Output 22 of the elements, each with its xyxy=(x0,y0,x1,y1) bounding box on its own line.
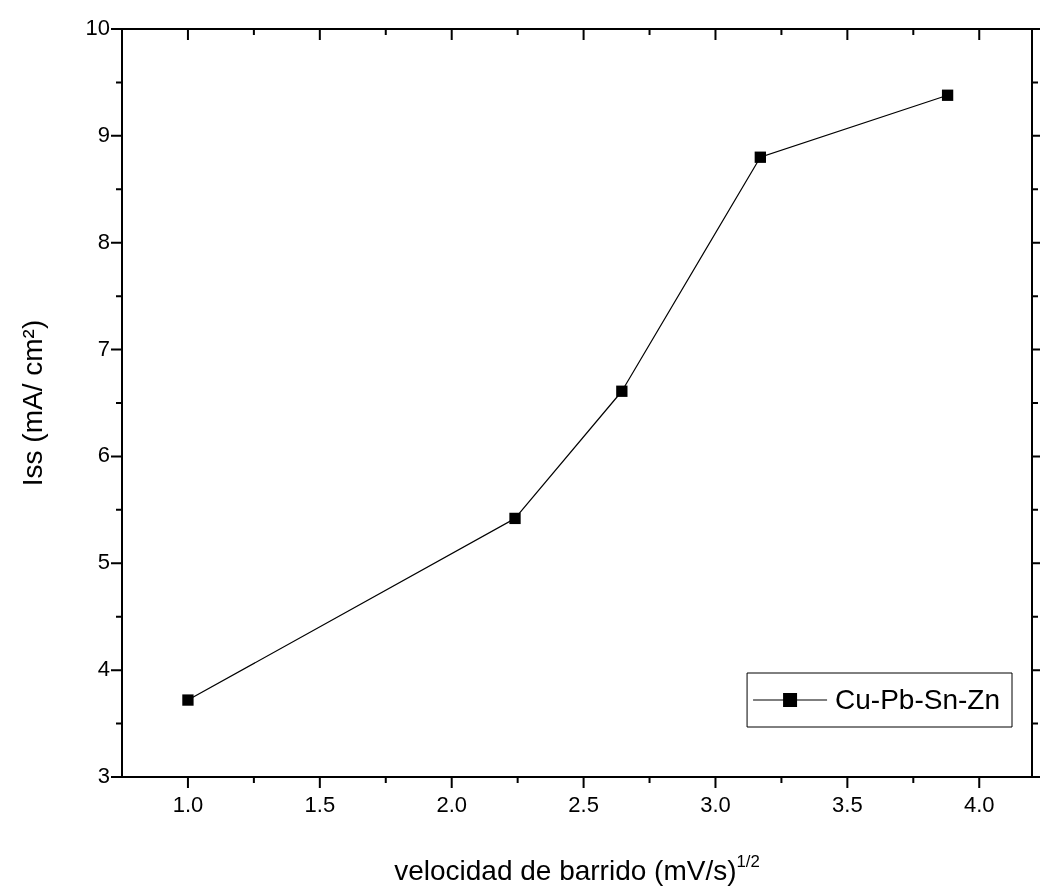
x-tick-label: 1.0 xyxy=(172,792,204,818)
y-tick-label: 10 xyxy=(85,15,110,41)
x-tick-label: 4.0 xyxy=(963,792,995,818)
y-tick-label: 3 xyxy=(97,763,110,789)
y-tick-label: 5 xyxy=(97,549,110,575)
y-tick-label: 6 xyxy=(97,442,110,468)
point xyxy=(509,512,521,525)
x-tick-label: 2.0 xyxy=(436,792,468,818)
point xyxy=(616,385,628,397)
x-tick-label: 3.5 xyxy=(832,792,863,818)
y-tick-label: 9 xyxy=(97,121,110,147)
y-tick-label: 8 xyxy=(97,228,110,254)
x-tick-label: 1.5 xyxy=(304,792,336,818)
point xyxy=(754,151,766,163)
y-tick-label: 7 xyxy=(97,335,110,361)
legend-label: Cu-Pb-Sn-Zn xyxy=(835,683,1000,715)
x-tick-label: 3.0 xyxy=(700,792,731,818)
y-axis-title: Iss (mA/ cm²) xyxy=(17,319,48,487)
x-tick-label: 2.5 xyxy=(568,792,599,818)
point xyxy=(182,694,194,706)
point xyxy=(941,89,954,101)
y-tick-label: 4 xyxy=(97,656,110,682)
